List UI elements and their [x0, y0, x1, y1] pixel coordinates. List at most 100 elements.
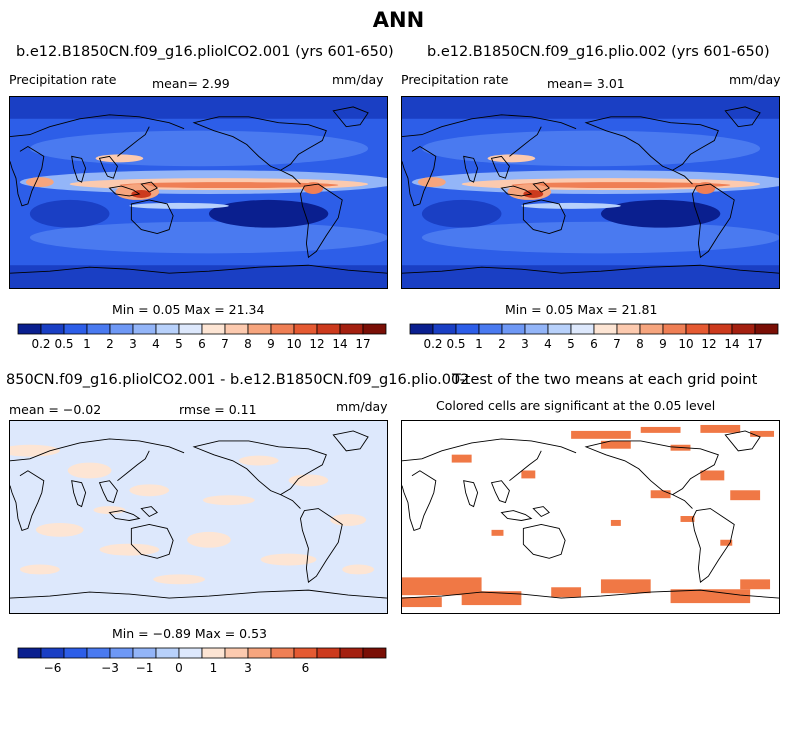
- panel2-colorbar-svg: 0.2 0.5 1 2 3 4 5 6 7 8 9 10 12 14 17: [409, 323, 779, 351]
- coastline: [10, 471, 44, 531]
- coastline: [402, 265, 779, 273]
- coastline: [533, 507, 549, 517]
- colorbar-tick-label: 3: [244, 661, 252, 675]
- colorbar-swatch: [247, 647, 272, 659]
- colorbar-tick-label: 1: [475, 337, 483, 351]
- coastline: [492, 481, 510, 503]
- coastline: [673, 170, 693, 184]
- coastline: [10, 265, 387, 273]
- coastline: [194, 441, 326, 495]
- significant-cell: [600, 579, 651, 594]
- colorbar-tick-label: 1: [210, 661, 218, 675]
- significant-cell: [521, 470, 536, 479]
- dry-zone: [421, 199, 502, 228]
- coastline: [501, 186, 531, 196]
- significant-cell: [600, 440, 631, 449]
- coastline: [333, 431, 368, 451]
- significant-cell: [571, 430, 631, 439]
- storm-track-south: [421, 221, 779, 254]
- coastline: [402, 439, 576, 461]
- panel3-colorbar: −6 −3 −1 0 1 3 6: [17, 647, 387, 678]
- coastline: [725, 107, 760, 127]
- coastline: [725, 431, 760, 451]
- positive-anomaly: [238, 455, 279, 466]
- colorbar-tick-label: 17: [355, 337, 370, 351]
- colorbar-swatch: [685, 323, 710, 335]
- colorbar-swatch: [178, 323, 203, 335]
- coastline: [673, 495, 693, 509]
- colorbar-swatch: [432, 323, 457, 335]
- panel4-significance-field: [402, 421, 779, 613]
- positive-anomaly: [260, 553, 317, 566]
- panel3-rmse: rmse = 0.11: [179, 402, 257, 417]
- coastline: [109, 511, 139, 521]
- coastline: [281, 495, 301, 509]
- significant-cell: [640, 426, 681, 433]
- coastline: [72, 481, 86, 507]
- panel3-mean: mean = −0.02: [9, 402, 102, 417]
- colorbar-tick-label: 0.2: [423, 337, 442, 351]
- colorbar-tick-label: 10: [286, 337, 301, 351]
- positive-anomaly: [67, 462, 112, 479]
- coastline: [100, 481, 118, 503]
- coastlines: [10, 107, 387, 273]
- coastline: [10, 590, 387, 598]
- coastline: [464, 156, 478, 182]
- positive-anomaly: [93, 506, 126, 515]
- panel1-mean: mean= 2.99: [152, 76, 230, 91]
- colorbar-tick-label: 0.5: [54, 337, 73, 351]
- colorbar-swatch: [155, 647, 180, 659]
- coastline: [586, 441, 718, 495]
- coastline: [131, 200, 173, 234]
- colorbar-swatch: [109, 647, 134, 659]
- significant-cell: [700, 424, 741, 433]
- coastline: [523, 200, 565, 234]
- polar-band-south: [10, 265, 387, 288]
- coastlines: [402, 107, 779, 273]
- panel4-subtitle: Colored cells are significant at the 0.0…: [436, 398, 716, 413]
- coastline: [141, 507, 157, 517]
- coastline: [402, 590, 779, 598]
- colorbar-swatch: [593, 323, 618, 335]
- coastline: [117, 127, 149, 157]
- colorbar-tick-label: 0.2: [31, 337, 50, 351]
- panel4-map: [401, 420, 780, 614]
- coastline: [141, 182, 157, 192]
- itcz-core: [511, 182, 731, 189]
- africa-maximum: [25, 177, 54, 188]
- panel1-colorbar: 0.2 0.5 1 2 3 4 5 6 7 8 9 10 12 14 17: [17, 323, 387, 354]
- coastline: [692, 184, 734, 257]
- coastlines: [402, 431, 779, 598]
- colorbar-tick-label: 10: [678, 337, 693, 351]
- colorbar-swatch: [339, 323, 364, 335]
- colorbar-swatch: [201, 647, 226, 659]
- significant-cell: [730, 490, 761, 501]
- colorbar-swatch: [155, 323, 180, 335]
- colorbar-tick-label: 2: [498, 337, 506, 351]
- coastline: [131, 524, 173, 558]
- panel3-minmax: Min = −0.89 Max = 0.53: [112, 626, 267, 641]
- colorbar-tick-label: 1: [83, 337, 91, 351]
- colorbar-swatch: [40, 647, 65, 659]
- positive-anomaly: [129, 484, 170, 497]
- colorbar-swatch: [86, 647, 111, 659]
- colorbar-tick-label: 17: [747, 337, 762, 351]
- colorbar-swatch: [63, 647, 88, 659]
- storm-track-south: [29, 221, 387, 254]
- colorbar-tick-label: 6: [590, 337, 598, 351]
- colorbar-tick-label: 12: [309, 337, 324, 351]
- colorbar-tick-label: 6: [198, 337, 206, 351]
- panel2-units: mm/day: [729, 72, 781, 87]
- panel1-variable-label: Precipitation rate: [9, 72, 117, 87]
- colorbar-swatch: [524, 323, 549, 335]
- panel2-title: b.e12.B1850CN.f09_g16.plio.002 (yrs 601-…: [427, 44, 770, 60]
- colorbar-tick-label: 14: [724, 337, 739, 351]
- spcz-band: [129, 202, 229, 209]
- colorbar-swatch: [731, 323, 756, 335]
- coastline: [300, 509, 342, 583]
- colorbar-swatch: [293, 323, 318, 335]
- panel2-precip-field: [402, 97, 779, 288]
- significant-cell: [402, 577, 482, 596]
- panel1-map: [9, 96, 388, 289]
- colorbar-swatch: [17, 323, 42, 335]
